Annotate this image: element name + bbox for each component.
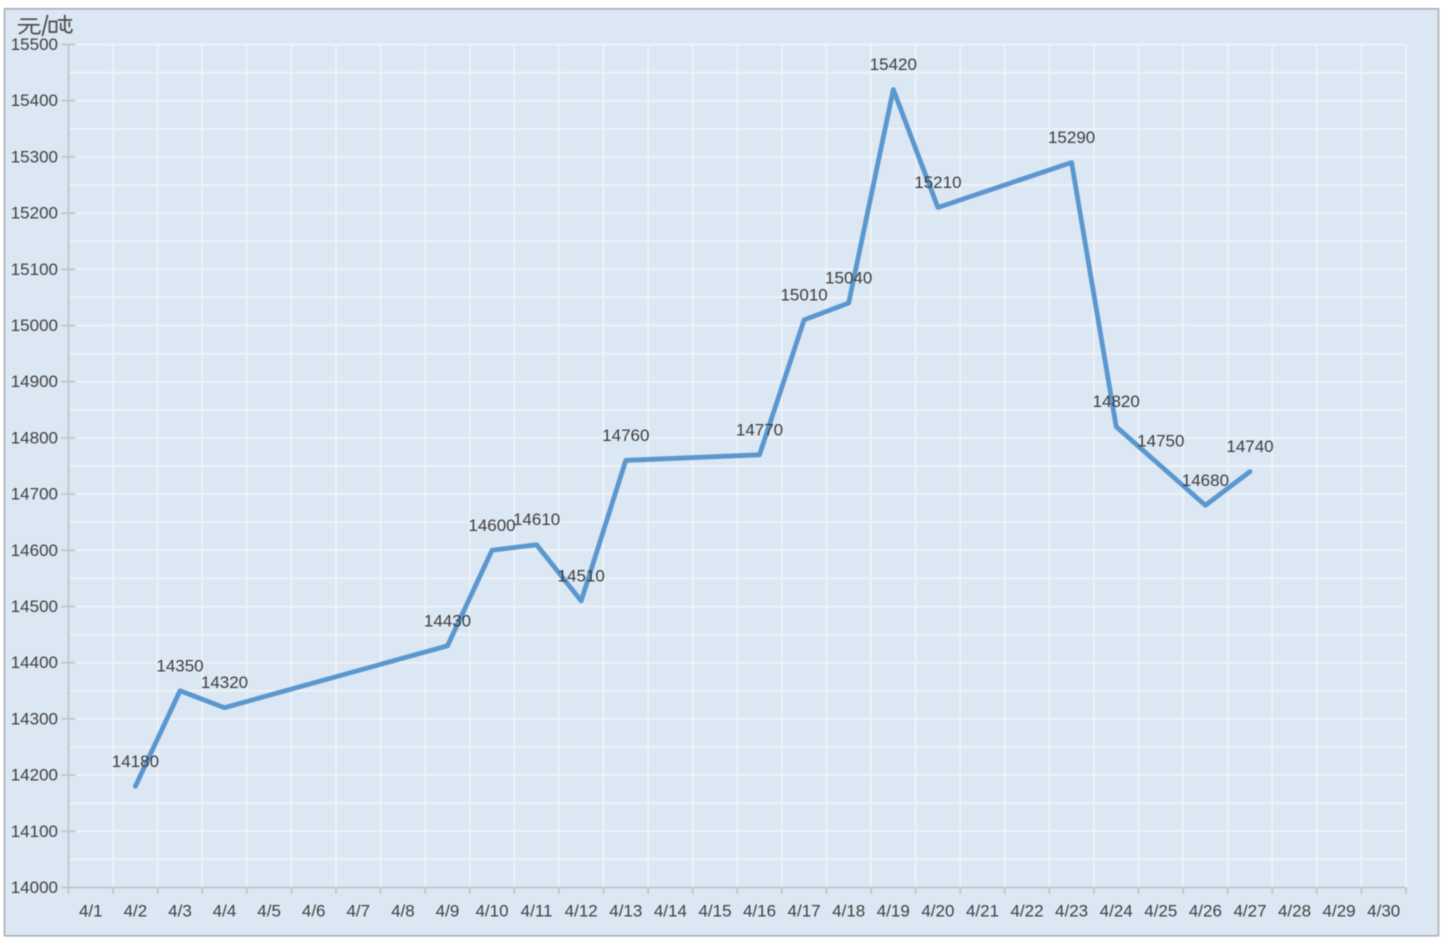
svg-text:14100: 14100 bbox=[11, 822, 58, 841]
svg-text:14400: 14400 bbox=[11, 653, 58, 672]
svg-text:4/28: 4/28 bbox=[1278, 902, 1311, 921]
svg-text:4/5: 4/5 bbox=[257, 902, 281, 921]
svg-text:4/2: 4/2 bbox=[124, 902, 148, 921]
svg-text:14600: 14600 bbox=[468, 516, 515, 535]
svg-text:14350: 14350 bbox=[156, 656, 203, 675]
svg-text:4/26: 4/26 bbox=[1189, 902, 1222, 921]
svg-text:14820: 14820 bbox=[1093, 392, 1140, 411]
svg-text:4/15: 4/15 bbox=[698, 902, 731, 921]
svg-text:14700: 14700 bbox=[11, 485, 58, 504]
svg-text:4/10: 4/10 bbox=[475, 902, 508, 921]
svg-text:14200: 14200 bbox=[11, 766, 58, 785]
svg-text:15000: 15000 bbox=[11, 316, 58, 335]
svg-text:15400: 15400 bbox=[11, 91, 58, 110]
svg-text:4/12: 4/12 bbox=[565, 902, 598, 921]
svg-text:4/14: 4/14 bbox=[654, 902, 687, 921]
svg-text:4/4: 4/4 bbox=[213, 902, 237, 921]
svg-text:15500: 15500 bbox=[11, 35, 58, 54]
svg-text:15420: 15420 bbox=[870, 55, 917, 74]
svg-text:4/6: 4/6 bbox=[302, 902, 326, 921]
svg-text:15200: 15200 bbox=[11, 204, 58, 223]
svg-text:14510: 14510 bbox=[558, 566, 605, 585]
svg-text:14610: 14610 bbox=[513, 510, 560, 529]
svg-text:14680: 14680 bbox=[1182, 471, 1229, 490]
svg-text:4/13: 4/13 bbox=[609, 902, 642, 921]
svg-text:4/23: 4/23 bbox=[1055, 902, 1088, 921]
svg-text:15040: 15040 bbox=[825, 269, 872, 288]
svg-text:14500: 14500 bbox=[11, 597, 58, 616]
svg-text:4/8: 4/8 bbox=[391, 902, 415, 921]
svg-text:4/30: 4/30 bbox=[1367, 902, 1400, 921]
svg-text:4/18: 4/18 bbox=[832, 902, 865, 921]
svg-text:14430: 14430 bbox=[424, 611, 471, 630]
svg-text:4/11: 4/11 bbox=[521, 902, 553, 921]
svg-text:4/25: 4/25 bbox=[1144, 902, 1177, 921]
svg-text:4/19: 4/19 bbox=[877, 902, 910, 921]
svg-text:15010: 15010 bbox=[780, 285, 827, 304]
svg-text:4/9: 4/9 bbox=[436, 902, 460, 921]
svg-text:4/29: 4/29 bbox=[1323, 902, 1356, 921]
svg-text:14770: 14770 bbox=[736, 420, 783, 439]
svg-text:4/1: 4/1 bbox=[79, 902, 103, 921]
svg-text:4/22: 4/22 bbox=[1010, 902, 1043, 921]
svg-text:14760: 14760 bbox=[602, 426, 649, 445]
svg-text:15100: 15100 bbox=[11, 260, 58, 279]
svg-text:14000: 14000 bbox=[11, 878, 58, 897]
svg-text:4/20: 4/20 bbox=[921, 902, 954, 921]
svg-text:4/17: 4/17 bbox=[788, 902, 821, 921]
svg-text:15210: 15210 bbox=[914, 173, 961, 192]
svg-text:15300: 15300 bbox=[11, 147, 58, 166]
svg-text:14740: 14740 bbox=[1226, 437, 1273, 456]
svg-text:14300: 14300 bbox=[11, 709, 58, 728]
svg-text:14800: 14800 bbox=[11, 428, 58, 447]
svg-text:4/7: 4/7 bbox=[346, 902, 370, 921]
svg-text:4/3: 4/3 bbox=[168, 902, 192, 921]
svg-text:15290: 15290 bbox=[1048, 128, 1095, 147]
svg-text:4/24: 4/24 bbox=[1100, 902, 1133, 921]
svg-text:4/21: 4/21 bbox=[966, 902, 999, 921]
svg-text:14750: 14750 bbox=[1137, 432, 1184, 451]
svg-text:14600: 14600 bbox=[11, 541, 58, 560]
svg-text:14320: 14320 bbox=[201, 673, 248, 692]
svg-text:4/27: 4/27 bbox=[1233, 902, 1266, 921]
svg-text:14180: 14180 bbox=[112, 752, 159, 771]
svg-text:4/16: 4/16 bbox=[743, 902, 776, 921]
svg-text:14900: 14900 bbox=[11, 372, 58, 391]
